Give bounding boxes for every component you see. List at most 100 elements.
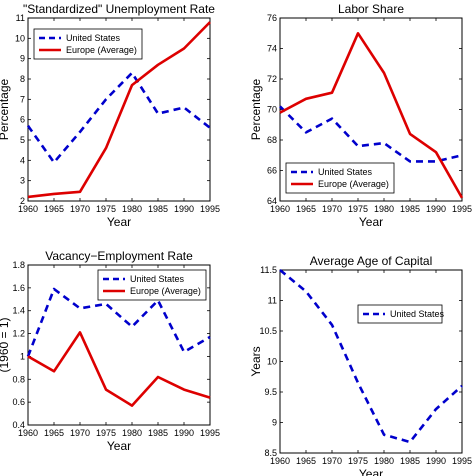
x-tick-label: 1995 [200,204,220,214]
x-tick-label: 1960 [18,204,38,214]
chart-capital-age: Average Age of Capital 1960 1965 1970 1975 19… [249,254,472,476]
y-tick-label: 64 [267,196,277,206]
y-tick-label: 2 [20,196,25,206]
y-tick-label: 10.5 [259,326,277,336]
y-tick-label: 11.5 [260,265,277,275]
y-tick-label: 66 [267,166,277,176]
x-tick-label: 1970 [70,428,90,438]
y-axis-label: (1960 = 1) [0,317,11,372]
y-tick-label: 7 [20,94,25,104]
x-tick-label: 1980 [374,204,394,214]
y-tick-label: 1 [20,351,25,361]
y-tick-label: 9 [20,54,25,64]
y-tick-label: 0.8 [12,374,25,384]
x-tick-label: 1960 [18,428,38,438]
legend-label: United States [390,309,445,319]
legend-box [357,304,443,324]
chart-title: Average Age of Capital [310,254,433,268]
x-tick-label: 1985 [400,204,420,214]
x-tick-label: 1990 [426,204,446,214]
chart-title: "Standardized" Unemployment Rate [23,2,215,16]
x-tick-label: 1990 [426,456,446,466]
x-tick-label: 1980 [122,204,142,214]
x-tick-label: 1965 [44,428,64,438]
y-tick-label: 5 [20,135,25,145]
x-tick-label: 1960 [270,204,290,214]
y-tick-label: 70 [267,105,277,115]
y-tick-label: 0.6 [12,397,25,407]
series-line-us [26,287,211,357]
y-axis-label: Percentage [0,78,11,140]
x-tick-label: 1985 [400,456,420,466]
x-axis-label: Year [107,439,131,453]
legend-box [33,28,143,60]
plot-frame [279,269,463,454]
y-axis-label: Percentage [249,78,263,140]
x-tick-label: 1980 [122,428,142,438]
x-tick-label: 1975 [96,204,116,214]
chart-vacancy: Vacancy−Employment Rate 1960 1965 1970 1975 1… [0,249,220,453]
y-tick-label: 6 [20,115,25,125]
y-tick-label: 1.2 [12,329,25,339]
x-tick-label: 1975 [348,456,368,466]
series-line-europe [279,31,464,199]
x-axis-label: Year [359,467,383,476]
x-tick-label: 1995 [452,456,472,466]
y-tick-label: 11 [268,296,277,306]
x-axis-label: Year [107,215,131,229]
chart-labor-share: Labor Share 1960 1965 1970 1975 1980 1985 1990 1… [249,2,472,229]
legend: United States Europe (Average) [33,28,143,60]
y-tick-label: 10 [267,357,277,367]
x-tick-label: 1980 [374,456,394,466]
x-tick-label: 1975 [348,204,368,214]
legend-box [97,269,207,301]
x-tick-label: 1960 [270,456,290,466]
series-line-europe [27,331,211,407]
x-tick-label: 1975 [96,428,116,438]
series-line-us [279,105,463,163]
y-tick-label: 8 [20,74,25,84]
x-tick-label: 1990 [174,428,194,438]
y-tick-label: 1.4 [12,306,25,316]
y-tick-label: 76 [267,13,277,23]
x-tick-label: 1985 [148,204,168,214]
legend: United States [357,304,445,324]
y-tick-label: 74 [267,44,277,54]
legend: United States Europe (Average) [97,269,207,301]
legend-label: Europe (Average) [318,179,389,189]
x-tick-label: 1995 [452,204,472,214]
x-tick-label: 1970 [322,204,342,214]
legend-label: Europe (Average) [130,286,201,296]
y-tick-label: 11 [16,13,25,23]
y-tick-label: 3 [20,176,25,186]
y-tick-label: 72 [267,74,277,84]
x-tick-label: 1970 [322,456,342,466]
x-tick-label: 1965 [44,204,64,214]
y-tick-label: 1.8 [12,260,25,270]
legend-label: United States [318,167,373,177]
y-tick-label: 9 [272,418,277,428]
y-tick-label: 4 [20,155,25,165]
series-line-us [26,71,211,164]
y-tick-label: 68 [267,135,277,145]
x-tick-label: 1990 [174,204,194,214]
x-tick-label: 1995 [200,428,220,438]
chart-unemployment: "Standardized" Unemployment Rate 1960 1965… [0,2,220,229]
series-line-us [279,268,463,444]
legend-label: United States [66,33,121,43]
series-line-europe [27,21,211,199]
x-tick-label: 1985 [148,428,168,438]
x-tick-label: 1970 [70,204,90,214]
x-tick-label: 1965 [296,204,316,214]
x-axis-label: Year [359,215,383,229]
y-tick-label: 8.5 [264,448,277,458]
y-tick-label: 9.5 [264,387,277,397]
legend: United States Europe (Average) [285,162,395,194]
chart-title: Labor Share [338,2,404,16]
chart-title: Vacancy−Employment Rate [45,249,193,263]
legend-label: Europe (Average) [66,45,137,55]
legend-label: United States [130,274,185,284]
y-axis-label: Years [249,346,263,376]
y-tick-label: 10 [15,33,25,43]
